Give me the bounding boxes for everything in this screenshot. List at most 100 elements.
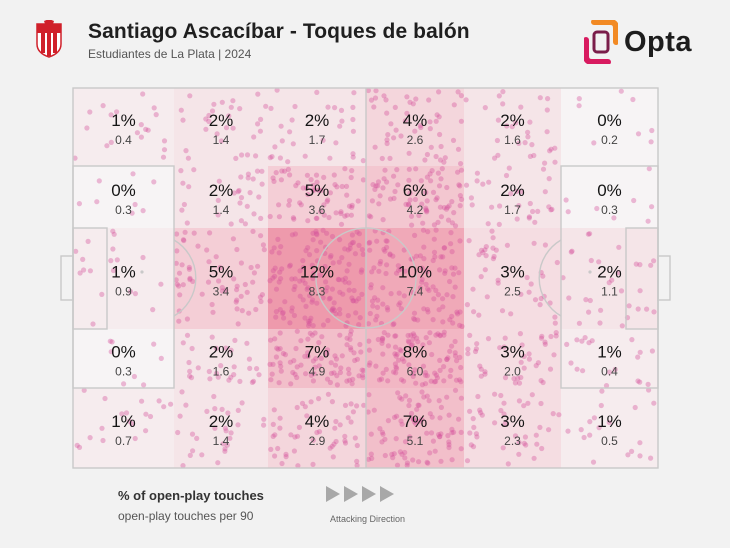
touch-dot xyxy=(311,371,317,377)
touch-dot xyxy=(337,422,343,428)
touch-dot xyxy=(278,363,284,369)
touch-dot xyxy=(206,118,212,124)
touch-dot xyxy=(94,199,100,205)
touch-dot xyxy=(393,270,400,276)
cell-per90-label: 4.2 xyxy=(407,203,424,217)
touch-dot xyxy=(207,376,213,382)
touch-dot xyxy=(449,199,455,205)
touch-dot xyxy=(401,293,407,299)
touch-dot xyxy=(331,300,337,306)
touch-dot xyxy=(391,321,397,327)
touch-dot xyxy=(76,201,82,207)
touch-dot xyxy=(345,415,351,421)
touch-dot xyxy=(372,186,378,192)
touch-dot xyxy=(250,228,256,234)
touch-dot xyxy=(234,283,240,289)
touch-dot xyxy=(190,448,196,454)
touch-dot xyxy=(300,297,306,303)
touch-dot xyxy=(369,269,375,275)
touch-dot xyxy=(143,428,149,434)
touch-dot xyxy=(538,335,545,341)
touch-dot xyxy=(344,342,350,348)
touch-dot xyxy=(281,315,287,321)
touch-dot xyxy=(492,155,498,161)
touch-dot xyxy=(646,387,652,393)
touch-dot xyxy=(295,463,301,469)
cell-percent-label: 3% xyxy=(500,263,525,282)
touch-dot xyxy=(138,122,144,128)
touch-dot xyxy=(406,339,412,345)
touch-dot xyxy=(279,310,286,316)
touch-dot xyxy=(449,265,455,271)
touch-dot xyxy=(449,313,455,319)
touch-dot xyxy=(417,418,423,424)
touch-dot xyxy=(226,377,232,383)
touch-dot xyxy=(379,429,385,435)
touch-dot xyxy=(411,333,417,339)
touch-dot xyxy=(533,432,539,438)
touch-dot xyxy=(518,189,524,195)
touch-dot xyxy=(500,101,506,107)
touch-dot xyxy=(436,432,442,438)
touch-dot xyxy=(415,317,421,323)
touch-dot xyxy=(424,268,430,275)
touch-dot xyxy=(417,123,423,129)
touch-dot xyxy=(280,350,286,357)
touch-dot xyxy=(478,247,485,253)
touch-dot xyxy=(457,354,463,360)
touch-dot xyxy=(349,204,355,210)
touch-dot xyxy=(477,363,483,369)
touch-dot xyxy=(235,422,241,428)
touch-dot xyxy=(132,201,138,208)
touch-dot xyxy=(547,148,553,154)
touch-dot xyxy=(393,370,399,376)
touch-dot xyxy=(77,270,83,276)
touch-dot xyxy=(365,87,371,94)
touch-dot xyxy=(625,452,631,458)
touch-dot xyxy=(637,440,643,446)
touch-dot xyxy=(542,339,548,345)
touch-dot xyxy=(579,338,585,344)
touch-dot xyxy=(279,138,285,144)
touch-dot xyxy=(224,442,230,448)
touch-dot xyxy=(102,395,108,402)
touch-dot xyxy=(525,400,531,406)
page-title: Santiago Ascacíbar - Toques de balón xyxy=(88,20,470,43)
touch-dot xyxy=(649,204,655,210)
touch-dot xyxy=(108,349,114,355)
touch-dot xyxy=(431,379,438,385)
touch-dot xyxy=(407,190,413,196)
touch-dot xyxy=(269,249,275,255)
touch-dot xyxy=(548,146,554,152)
touch-dot xyxy=(215,374,221,380)
touch-dot xyxy=(444,356,450,362)
touch-dot xyxy=(382,452,388,459)
touch-dot xyxy=(339,183,345,190)
touch-dot xyxy=(436,183,443,189)
touch-dot xyxy=(369,198,375,204)
touch-dot xyxy=(300,258,306,264)
touch-dot xyxy=(522,434,529,440)
touch-dot xyxy=(531,152,537,159)
touch-dot xyxy=(637,262,643,268)
touch-dot xyxy=(439,166,445,172)
touch-dot xyxy=(390,455,396,461)
touch-dot xyxy=(392,188,398,195)
touch-dot xyxy=(547,366,554,372)
touch-dot xyxy=(290,369,296,376)
touch-dot xyxy=(310,297,316,303)
touch-dot xyxy=(297,200,303,206)
touch-dot xyxy=(321,212,327,218)
touch-dot xyxy=(449,430,455,436)
touch-dot xyxy=(245,175,251,181)
touch-dot xyxy=(635,354,641,360)
touch-dot xyxy=(512,380,519,386)
touch-dot xyxy=(145,127,151,133)
touch-dot xyxy=(384,137,390,143)
touch-dot xyxy=(352,251,358,257)
arrow-right-icon xyxy=(344,486,358,502)
touch-dot xyxy=(203,116,209,122)
touch-dot xyxy=(380,185,386,191)
touch-dot xyxy=(324,351,330,357)
touch-dot xyxy=(291,286,297,293)
